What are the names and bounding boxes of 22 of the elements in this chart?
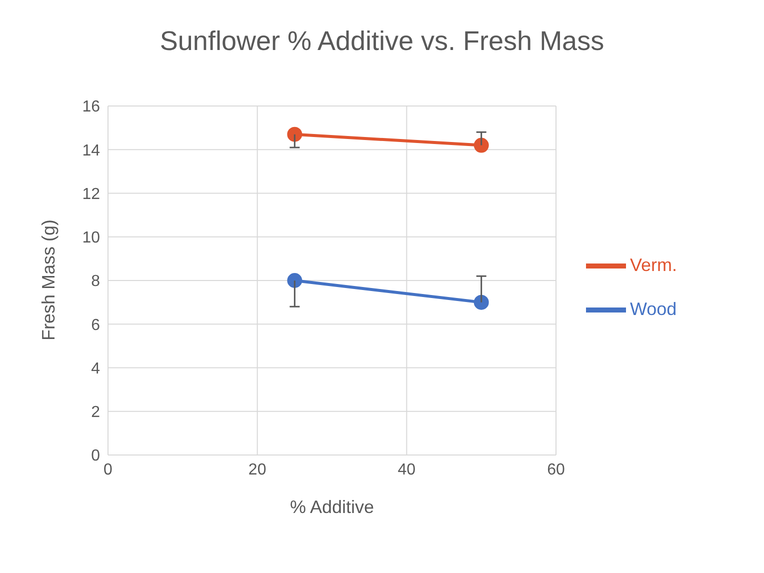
point bbox=[287, 126, 302, 142]
y-tick-label: 10 bbox=[82, 230, 100, 247]
y-tick-label: 16 bbox=[82, 98, 100, 116]
x-axis-title: % Additive bbox=[290, 497, 374, 517]
y-tick-label: 2 bbox=[91, 404, 100, 422]
point bbox=[287, 273, 302, 288]
point bbox=[474, 294, 489, 310]
x-tick-label: 60 bbox=[547, 461, 565, 478]
y-tick-label: 0 bbox=[91, 448, 100, 465]
y-tick-label: 6 bbox=[91, 316, 100, 334]
x-tick-label: 40 bbox=[398, 461, 416, 478]
legend-label: Verm. bbox=[630, 254, 678, 274]
point bbox=[474, 138, 489, 153]
y-axis-title: Fresh Mass (g) bbox=[38, 219, 58, 340]
legend-label: Wood bbox=[630, 298, 677, 318]
x-tick-label: 0 bbox=[104, 461, 113, 478]
chart-title: Sunflower % Additive vs. Fresh Mass bbox=[158, 26, 606, 57]
y-tick-label: 12 bbox=[82, 186, 100, 203]
y-tick-label: 8 bbox=[91, 273, 100, 290]
x-tick-label: 20 bbox=[248, 461, 266, 478]
y-tick-label: 14 bbox=[82, 142, 100, 160]
y-tick-label: 4 bbox=[91, 360, 100, 378]
